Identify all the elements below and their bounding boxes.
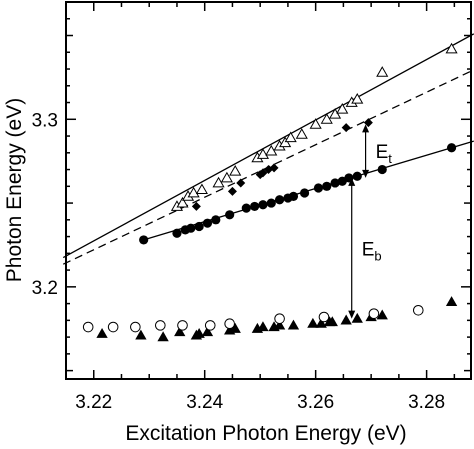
open-triangle-point (284, 131, 297, 143)
filled-diamond-point (269, 163, 279, 173)
filled-circle-point (274, 195, 285, 205)
open-triangle-point (295, 128, 308, 139)
annotation-arrowhead-top (362, 124, 370, 133)
open-triangle-point (376, 66, 389, 77)
filled-circle-point (446, 143, 457, 153)
filled-triangle-point (193, 327, 205, 338)
filled-triangle-point (315, 317, 327, 328)
open-circle-point (204, 320, 216, 331)
filled-circle-point (241, 203, 251, 213)
filled-triangle-point (174, 326, 186, 337)
filled-circle-point (352, 171, 362, 181)
open-triangle-point (309, 118, 322, 129)
open-triangle-point (229, 165, 242, 176)
filled-triangle-point (326, 316, 338, 327)
filled-triangle-point (287, 319, 300, 330)
y-tick-label: 3.2 (32, 278, 58, 299)
filled-circle-point (288, 191, 299, 201)
open-triangle-point (187, 186, 200, 198)
filled-triangle-point (351, 312, 363, 323)
open-triangle-point (256, 148, 270, 159)
filled-triangle-point (135, 329, 147, 340)
open-circle-point (82, 321, 94, 333)
x-axis-label: Excitation Photon Energy (eV) (125, 422, 406, 445)
x-tick-label: 3.24 (186, 392, 223, 413)
filled-circle-point (313, 183, 324, 193)
open-circle-point (412, 305, 424, 316)
annotation-arrowhead-bottom (362, 169, 370, 178)
data-points (82, 42, 458, 342)
open-circle-point (107, 321, 119, 333)
annotation-label-Et: Et (376, 142, 393, 166)
filled-circle-point (258, 200, 268, 210)
open-triangle-point (336, 103, 349, 114)
fit-line-solid (62, 33, 474, 259)
filled-triangle-point (229, 322, 241, 333)
filled-diamond-point (363, 118, 373, 128)
x-tick-label: 3.22 (75, 392, 112, 413)
filled-circle-point (202, 218, 213, 228)
filled-triangle-point (307, 317, 319, 328)
x-tick-label: 3.26 (297, 392, 334, 413)
open-circle-point (274, 313, 285, 324)
annotation-label-Eb: Eb (362, 239, 382, 263)
filled-circle-point (266, 198, 276, 208)
open-triangle-point (195, 183, 208, 195)
filled-circle-point (330, 178, 340, 188)
filled-circle-point (250, 201, 260, 212)
filled-diamond-point (191, 201, 201, 211)
filled-triangle-point (201, 326, 214, 337)
filled-diamond-point (341, 123, 351, 133)
annotation-arrowhead-top (348, 177, 356, 186)
filled-triangle-point (445, 296, 458, 307)
filled-circle-point (186, 223, 196, 233)
open-circle-point (318, 311, 330, 323)
open-triangle-point (176, 196, 189, 208)
filled-circle-point (322, 181, 332, 191)
filled-triangle-point (96, 327, 108, 338)
annotations: Et Eb (348, 124, 393, 319)
filled-triangle-point (340, 314, 352, 325)
open-triangle-point (351, 92, 364, 104)
filled-triangle-point (157, 331, 169, 342)
filled-diamond-point (227, 186, 237, 196)
axis-ticks: 3.22 3.24 3.26 3.28 3.2 3.3 (32, 1, 471, 413)
filled-circle-point (299, 188, 310, 198)
filled-circle-point (172, 228, 182, 238)
filled-circle-point (225, 210, 235, 220)
open-triangle-point (220, 171, 233, 183)
open-circle-point (368, 308, 380, 319)
open-circle-point (177, 320, 188, 331)
plot-frame (65, 1, 472, 380)
open-triangle-point (445, 42, 458, 54)
y-axis-label: Photon Energy (eV) (3, 98, 26, 282)
filled-triangle-point (376, 309, 388, 320)
open-circle-point (130, 321, 141, 333)
open-circle-point (224, 318, 235, 330)
filled-triangle-point (257, 321, 269, 332)
open-circle-point (155, 320, 166, 331)
filled-circle-point (139, 235, 149, 245)
filled-triangle-point (273, 319, 286, 330)
filled-circle-point (194, 221, 204, 232)
fit-lines (62, 33, 474, 265)
annotation-arrowhead-bottom (348, 310, 356, 319)
filled-circle-point (211, 215, 221, 225)
y-tick-label: 3.3 (32, 110, 58, 131)
x-tick-label: 3.28 (408, 392, 445, 413)
filled-circle-point (377, 164, 387, 175)
filled-diamond-point (236, 178, 246, 188)
